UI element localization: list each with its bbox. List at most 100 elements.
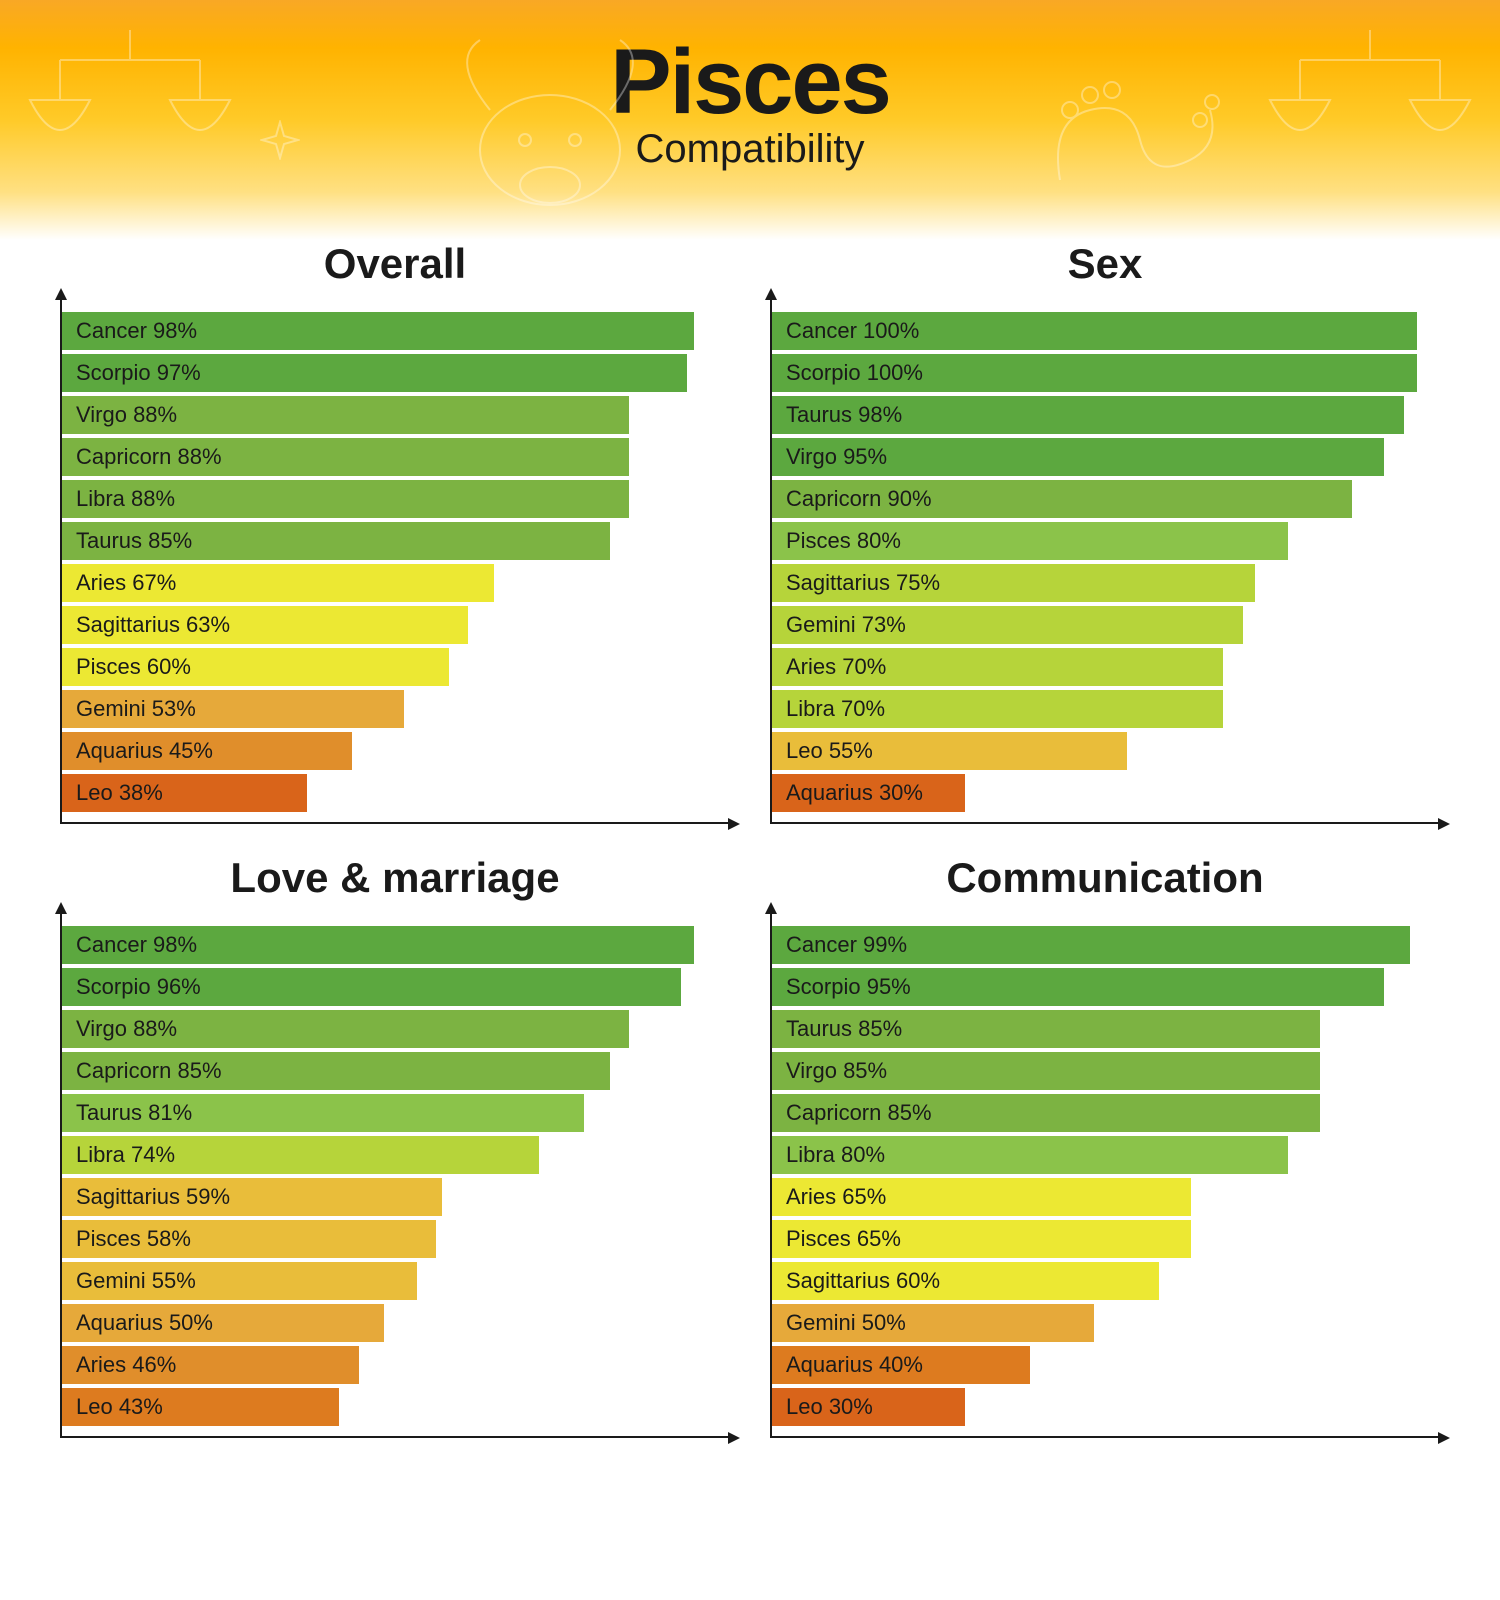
bar: Pisces 60% bbox=[62, 648, 449, 686]
bar-row: Scorpio 97% bbox=[62, 354, 730, 392]
bar-label: Libra 80% bbox=[786, 1142, 885, 1168]
libra-scale-right-icon bbox=[1260, 10, 1480, 190]
bar-row: Aries 70% bbox=[772, 648, 1440, 686]
bar: Pisces 65% bbox=[772, 1220, 1191, 1258]
libra-scale-left-icon bbox=[20, 10, 240, 190]
chart-axes: Cancer 98% Scorpio 97% Virgo 88% Capricorn … bbox=[60, 298, 730, 824]
chart-block: Love & marriageCancer 98%Scorpio 96%Virg… bbox=[60, 854, 730, 1438]
bar-label: Pisces 58% bbox=[76, 1226, 191, 1252]
bar-label: Aries 46% bbox=[76, 1352, 176, 1378]
bar-label: Gemini 55% bbox=[76, 1268, 196, 1294]
bar-row: Scorpio 100% bbox=[772, 354, 1440, 392]
bar: Scorpio 96% bbox=[62, 968, 681, 1006]
bar: Leo 38% bbox=[62, 774, 307, 812]
bar: Taurus 98% bbox=[772, 396, 1404, 434]
bar: Leo 43% bbox=[62, 1388, 339, 1426]
bar-row: Libra 74% bbox=[62, 1136, 730, 1174]
bar-row: Taurus 85% bbox=[62, 522, 730, 560]
bar: Libra 80% bbox=[772, 1136, 1288, 1174]
bar-row: Virgo 85% bbox=[772, 1052, 1440, 1090]
bar: Sagittarius 75% bbox=[772, 564, 1255, 602]
chart-block: SexCancer 100%Scorpio 100%Taurus 98%Virg… bbox=[770, 240, 1440, 824]
bar-row: Leo 38% bbox=[62, 774, 730, 812]
bar: Scorpio 100% bbox=[772, 354, 1417, 392]
bar: Capricorn 85% bbox=[772, 1094, 1320, 1132]
bar: Taurus 85% bbox=[62, 522, 610, 560]
bar: Aries 46% bbox=[62, 1346, 359, 1384]
bar: Pisces 80% bbox=[772, 522, 1288, 560]
bar-row: Sagittarius 63% bbox=[62, 606, 730, 644]
bar-row: Scorpio 96% bbox=[62, 968, 730, 1006]
bar-label: Pisces 65% bbox=[786, 1226, 901, 1252]
header-banner: Pisces Compatibility bbox=[0, 0, 1500, 240]
bar: Aries 65% bbox=[772, 1178, 1191, 1216]
bar-label: Pisces 80% bbox=[786, 528, 901, 554]
chart-block: Communication Cancer 99% Scorpio 95% Taurus… bbox=[770, 854, 1440, 1438]
bar-label: Virgo 85% bbox=[786, 1058, 887, 1084]
bar: Aquarius 45% bbox=[62, 732, 352, 770]
chart-axes: Cancer 98% Scorpio 96% Virgo 88% Capricorn … bbox=[60, 912, 730, 1438]
bar-label: Virgo 88% bbox=[76, 1016, 177, 1042]
bar: Aries 67% bbox=[62, 564, 494, 602]
chart-title: Communication bbox=[770, 854, 1440, 902]
bar-label: Leo 43% bbox=[76, 1394, 163, 1420]
bar: Gemini 55% bbox=[62, 1262, 417, 1300]
bar: Scorpio 97% bbox=[62, 354, 687, 392]
bar-label: Aries 67% bbox=[76, 570, 176, 596]
bar-row: Capricorn 88% bbox=[62, 438, 730, 476]
bar-row: Taurus 81% bbox=[62, 1094, 730, 1132]
bar: Gemini 50% bbox=[772, 1304, 1094, 1342]
bar: Virgo 88% bbox=[62, 1010, 629, 1048]
charts-grid: OverallCancer 98%Scorpio 97%Virgo 88%Cap… bbox=[0, 240, 1500, 1478]
bar-label: Gemini 50% bbox=[786, 1310, 906, 1336]
bar: Gemini 73% bbox=[772, 606, 1243, 644]
bar-label: Libra 74% bbox=[76, 1142, 175, 1168]
bar: Sagittarius 60% bbox=[772, 1262, 1159, 1300]
bar-label: Taurus 98% bbox=[786, 402, 902, 428]
bar-row: Cancer 98% bbox=[62, 926, 730, 964]
scorpio-icon bbox=[1040, 40, 1240, 200]
bar-label: Scorpio 96% bbox=[76, 974, 201, 1000]
bar-label: Cancer 100% bbox=[786, 318, 919, 344]
bar-label: Leo 30% bbox=[786, 1394, 873, 1420]
bar: Cancer 98% bbox=[62, 926, 694, 964]
bar-row: Cancer 98% bbox=[62, 312, 730, 350]
bar: Capricorn 85% bbox=[62, 1052, 610, 1090]
bar: Aries 70% bbox=[772, 648, 1223, 686]
bar: Virgo 85% bbox=[772, 1052, 1320, 1090]
bar-row: Virgo 88% bbox=[62, 396, 730, 434]
bar-row: Gemini 50% bbox=[772, 1304, 1440, 1342]
bar-row: Taurus 85% bbox=[772, 1010, 1440, 1048]
bar-row: Leo 43% bbox=[62, 1388, 730, 1426]
bar-label: Taurus 85% bbox=[76, 528, 192, 554]
bar-label: Scorpio 97% bbox=[76, 360, 201, 386]
bar-label: Capricorn 88% bbox=[76, 444, 222, 470]
bar-label: Virgo 88% bbox=[76, 402, 177, 428]
bar: Aquarius 40% bbox=[772, 1346, 1030, 1384]
bar-row: Pisces 65% bbox=[772, 1220, 1440, 1258]
bar: Cancer 100% bbox=[772, 312, 1417, 350]
bar-row: Cancer 99% bbox=[772, 926, 1440, 964]
bar-row: Capricorn 90% bbox=[772, 480, 1440, 518]
bar-label: Aquarius 40% bbox=[786, 1352, 923, 1378]
chart-axes: Cancer 100%Scorpio 100%Taurus 98%Virgo 9… bbox=[770, 298, 1440, 824]
bar-label: Sagittarius 63% bbox=[76, 612, 230, 638]
bar-row: Leo 55% bbox=[772, 732, 1440, 770]
bar-label: Sagittarius 59% bbox=[76, 1184, 230, 1210]
bar-row: Pisces 58% bbox=[62, 1220, 730, 1258]
bar: Capricorn 90% bbox=[772, 480, 1352, 518]
bar-label: Capricorn 85% bbox=[786, 1100, 932, 1126]
bar-row: Aquarius 30% bbox=[772, 774, 1440, 812]
chart-axes: Cancer 99% Scorpio 95% Taurus 85% Virgo 85%… bbox=[770, 912, 1440, 1438]
bar-row: Aries 46% bbox=[62, 1346, 730, 1384]
bar-label: Cancer 99% bbox=[786, 932, 907, 958]
bar-row: Virgo 88% bbox=[62, 1010, 730, 1048]
bar-row: Scorpio 95% bbox=[772, 968, 1440, 1006]
bar: Pisces 58% bbox=[62, 1220, 436, 1258]
bar-row: Gemini 53% bbox=[62, 690, 730, 728]
bar-row: Libra 88% bbox=[62, 480, 730, 518]
bar: Libra 70% bbox=[772, 690, 1223, 728]
bar: Taurus 81% bbox=[62, 1094, 584, 1132]
taurus-icon bbox=[420, 30, 680, 230]
bar-row: Capricorn 85% bbox=[772, 1094, 1440, 1132]
